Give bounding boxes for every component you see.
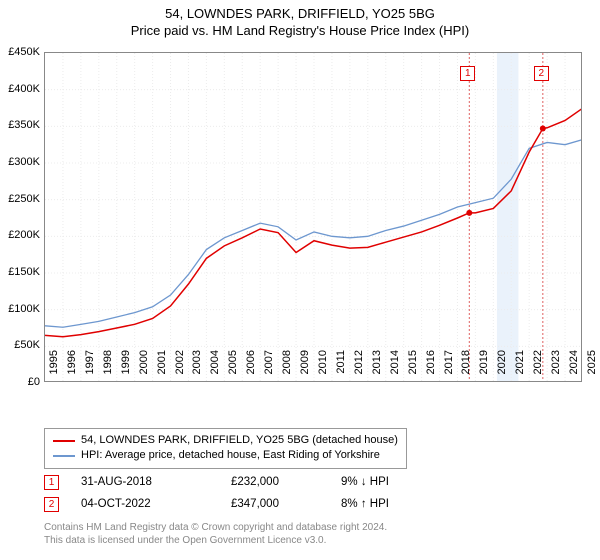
x-axis-label: 2003 (191, 350, 203, 390)
y-axis-label: £350K (0, 119, 40, 131)
y-axis-label: £0 (0, 376, 40, 388)
x-axis-label: 2024 (568, 350, 580, 390)
chart-marker-1: 1 (460, 66, 475, 81)
legend-swatch (53, 455, 75, 457)
sale-price: £232,000 (231, 476, 341, 488)
legend-item: 54, LOWNDES PARK, DRIFFIELD, YO25 5BG (d… (53, 433, 398, 448)
sales-table: 1 31-AUG-2018£232,0009% ↓ HPI 2 04-OCT-2022… (44, 471, 481, 515)
x-axis-label: 2002 (174, 350, 186, 390)
x-axis-label: 2012 (353, 350, 365, 390)
sale-row: 2 04-OCT-2022£347,0008% ↑ HPI (44, 493, 481, 515)
sale-marker: 2 (44, 497, 59, 512)
x-axis-label: 2021 (514, 350, 526, 390)
y-axis-label: £100K (0, 303, 40, 315)
x-axis-label: 2007 (263, 350, 275, 390)
x-axis-label: 2015 (407, 350, 419, 390)
x-axis-label: 2025 (586, 350, 598, 390)
chart-container: 54, LOWNDES PARK, DRIFFIELD, YO25 5BG Pr… (0, 0, 600, 560)
legend-item: HPI: Average price, detached house, East… (53, 448, 398, 463)
y-axis-label: £200K (0, 229, 40, 241)
chart-subtitle: Price paid vs. HM Land Registry's House … (0, 21, 600, 38)
x-axis-label: 2016 (425, 350, 437, 390)
sale-price: £347,000 (231, 498, 341, 510)
x-axis-label: 2014 (389, 350, 401, 390)
x-axis-label: 1999 (120, 350, 132, 390)
x-axis-label: 1998 (102, 350, 114, 390)
y-axis-label: £400K (0, 83, 40, 95)
x-axis-label: 2017 (443, 350, 455, 390)
x-axis-label: 2006 (245, 350, 257, 390)
x-axis-label: 1996 (66, 350, 78, 390)
x-axis-label: 2004 (209, 350, 221, 390)
y-axis-label: £300K (0, 156, 40, 168)
x-axis-label: 2000 (138, 350, 150, 390)
y-axis-label: £450K (0, 46, 40, 58)
x-axis-label: 2005 (227, 350, 239, 390)
sale-date: 04-OCT-2022 (81, 498, 231, 510)
x-axis-label: 2001 (156, 350, 168, 390)
legend-swatch (53, 440, 75, 442)
x-axis-label: 2023 (550, 350, 562, 390)
x-axis-label: 2009 (299, 350, 311, 390)
footer: Contains HM Land Registry data © Crown c… (44, 521, 387, 547)
x-axis-label: 2013 (371, 350, 383, 390)
x-axis-label: 2010 (317, 350, 329, 390)
x-axis-label: 2011 (335, 350, 347, 390)
x-axis-label: 2019 (478, 350, 490, 390)
sale-pct: 8% ↑ HPI (341, 498, 481, 510)
y-axis-label: £250K (0, 193, 40, 205)
x-axis-label: 1995 (48, 350, 60, 390)
footer-line1: Contains HM Land Registry data © Crown c… (44, 521, 387, 534)
x-axis-label: 2008 (281, 350, 293, 390)
chart-title: 54, LOWNDES PARK, DRIFFIELD, YO25 5BG (0, 0, 600, 21)
x-axis-label: 2020 (496, 350, 508, 390)
sale-marker: 1 (44, 475, 59, 490)
legend-label: 54, LOWNDES PARK, DRIFFIELD, YO25 5BG (d… (81, 433, 398, 448)
y-axis-label: £150K (0, 266, 40, 278)
x-axis-label: 2018 (460, 350, 472, 390)
chart-marker-2: 2 (534, 66, 549, 81)
chart-plot (44, 52, 582, 382)
footer-line2: This data is licensed under the Open Gov… (44, 534, 387, 547)
x-axis-label: 1997 (84, 350, 96, 390)
legend: 54, LOWNDES PARK, DRIFFIELD, YO25 5BG (d… (44, 428, 407, 469)
legend-label: HPI: Average price, detached house, East… (81, 448, 380, 463)
y-axis-label: £50K (0, 339, 40, 351)
sale-row: 1 31-AUG-2018£232,0009% ↓ HPI (44, 471, 481, 493)
sale-date: 31-AUG-2018 (81, 476, 231, 488)
sale-pct: 9% ↓ HPI (341, 476, 481, 488)
chart-area: £0£50K£100K£150K£200K£250K£300K£350K£400… (44, 52, 582, 382)
x-axis-label: 2022 (532, 350, 544, 390)
